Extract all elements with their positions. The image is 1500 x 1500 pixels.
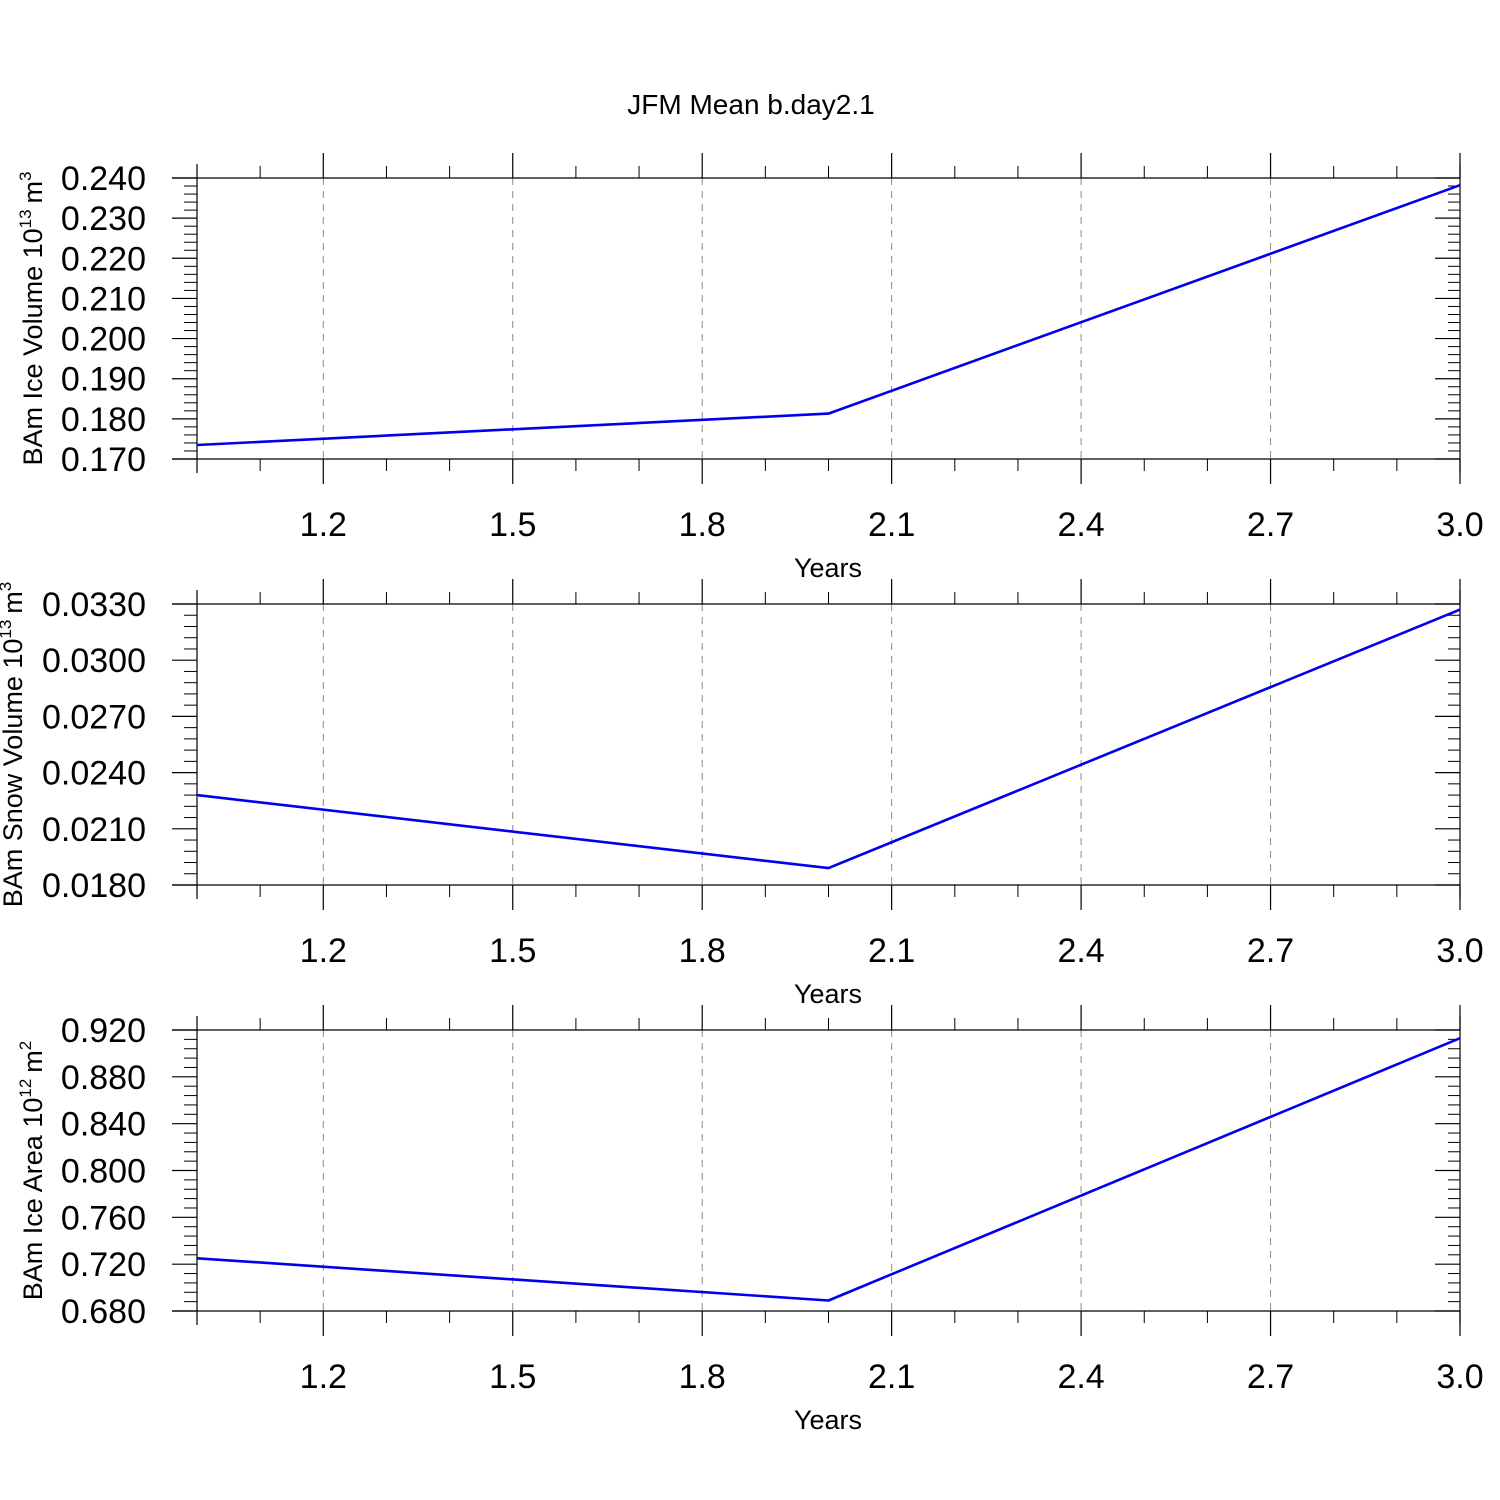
y-tick-label: 0.880	[61, 1059, 146, 1097]
x-tick-label: 1.2	[300, 932, 347, 970]
y-axis-title-unit: m	[18, 1050, 48, 1073]
y-tick-label: 0.220	[61, 240, 146, 278]
y-tick-label: 0.0300	[42, 642, 146, 680]
y-tick-label: 0.170	[61, 441, 146, 479]
y-tick-label: 0.0180	[42, 867, 146, 905]
x-tick-label: 1.5	[489, 1358, 536, 1396]
x-tick-label: 2.1	[868, 506, 915, 544]
y-axis-title-unit-exponent: 3	[0, 582, 15, 591]
x-tick-label: 2.4	[1057, 1358, 1104, 1396]
y-tick-label: 0.210	[61, 280, 146, 318]
y-tick-label: 0.240	[61, 160, 146, 198]
x-tick-label: 1.2	[300, 506, 347, 544]
y-axis-title-exponent: 12	[16, 1079, 35, 1098]
y-axis-title-text: BAm Ice Area 10	[18, 1098, 48, 1301]
y-axis-title: BAm Ice Area 1012 m2	[16, 1041, 48, 1301]
y-tick-label: 0.800	[61, 1153, 146, 1191]
x-axis-title: Years	[794, 1405, 862, 1435]
y-tick-label: 0.200	[61, 321, 146, 359]
x-tick-label: 3.0	[1436, 932, 1483, 970]
y-tick-label: 0.720	[61, 1246, 146, 1284]
y-axis-title: BAm Snow Volume 1013 m3	[0, 582, 28, 908]
x-tick-label: 1.8	[679, 1358, 726, 1396]
panel-1: 0.1700.1800.1900.2000.2100.2200.2300.240…	[16, 153, 1484, 583]
y-tick-label: 0.0240	[42, 755, 146, 793]
y-axis-title-unit-exponent: 2	[16, 1041, 35, 1050]
y-tick-label: 0.840	[61, 1106, 146, 1144]
x-tick-label: 2.4	[1057, 506, 1104, 544]
x-tick-label: 1.5	[489, 506, 536, 544]
x-tick-label: 1.8	[679, 506, 726, 544]
panel-3: 0.680 0.720 0.760 0.800 0.840 0.880 0.920 1.2 1.…	[16, 1005, 1484, 1435]
y-tick-label: 0.190	[61, 361, 146, 399]
y-axis-title-unit-exponent: 3	[16, 171, 35, 180]
x-tick-label: 3.0	[1436, 1358, 1483, 1396]
x-tick-label: 1.2	[300, 1358, 347, 1396]
x-tick-label: 2.1	[868, 1358, 915, 1396]
y-tick-label: 0.680	[61, 1293, 146, 1331]
x-tick-label: 3.0	[1436, 506, 1483, 544]
y-axis-title-exponent: 13	[0, 620, 15, 639]
x-tick-label: 2.7	[1247, 506, 1294, 544]
y-tick-label: 0.0210	[42, 811, 146, 849]
y-axis-title-unit: m	[18, 181, 48, 204]
series-line	[196, 183, 1461, 447]
y-tick-label: 0.230	[61, 200, 146, 238]
x-axis-title: Years	[794, 979, 862, 1009]
x-tick-label: 2.1	[868, 932, 915, 970]
panel-2: 0.0180 0.0210 0.0240 0.0270 0.0300 0.0330 1.2 1…	[0, 579, 1484, 1009]
y-axis-title: BAm Ice Volume 1013 m3	[16, 171, 48, 465]
x-tick-label: 2.7	[1247, 932, 1294, 970]
y-axis-title-text: BAm Ice Volume 10	[18, 228, 48, 465]
x-tick-label: 1.5	[489, 932, 536, 970]
y-tick-label: 0.0330	[42, 586, 146, 624]
x-axis-title: Years	[794, 553, 862, 583]
y-axis-title-unit: m	[0, 591, 28, 614]
y-tick-label: 0.0270	[42, 698, 146, 736]
figure-title: JFM Mean b.day2.1	[627, 89, 874, 120]
y-axis-title-exponent: 13	[16, 209, 35, 228]
y-tick-label: 0.760	[61, 1199, 146, 1237]
x-tick-label: 1.8	[679, 932, 726, 970]
series-line	[196, 1036, 1461, 1302]
y-tick-label: 0.180	[61, 401, 146, 439]
y-tick-label: 0.920	[61, 1012, 146, 1050]
panels-group: 0.1700.1800.1900.2000.2100.2200.2300.240…	[0, 153, 1484, 1435]
x-tick-label: 2.4	[1057, 932, 1104, 970]
x-tick-label: 2.7	[1247, 1358, 1294, 1396]
y-axis-title-text: BAm Snow Volume 10	[0, 639, 28, 908]
